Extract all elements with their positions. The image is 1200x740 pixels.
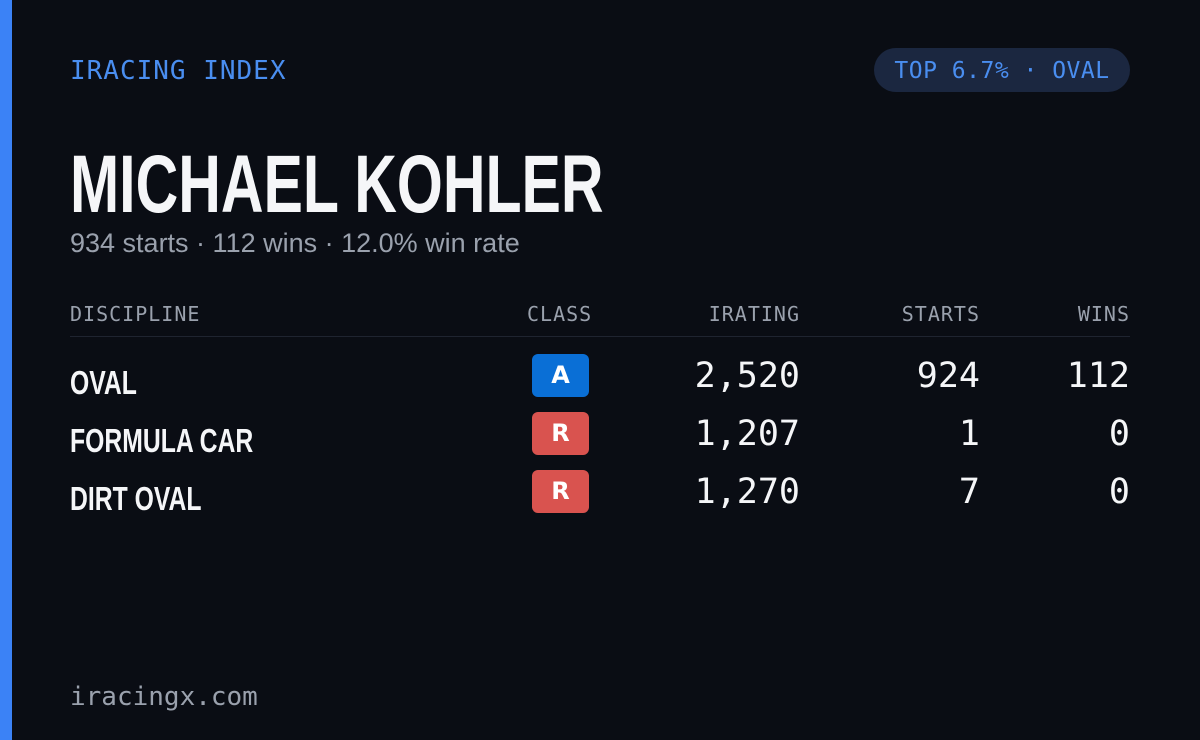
class-badge: R: [532, 412, 589, 455]
column-header: CLASS: [527, 302, 593, 326]
column-header: STARTS: [901, 302, 980, 326]
column-header: IRATING: [708, 302, 800, 326]
stat-value: 1,270: [694, 472, 800, 512]
stat-value: 2,520: [694, 356, 800, 396]
stat-value: 0: [1108, 472, 1130, 512]
driver-name: MICHAEL KOHLER: [70, 139, 604, 230]
stat-value: 1,207: [694, 414, 800, 454]
class-badge: R: [532, 470, 589, 513]
column-header: DISCIPLINE: [70, 302, 201, 326]
driver-summary: 934 starts · 112 wins · 12.0% win rate: [70, 228, 520, 258]
column-header: WINS: [1077, 302, 1130, 326]
brand: IRACING INDEX: [70, 56, 287, 86]
discipline: FORMULA CAR: [70, 422, 254, 459]
stat-value: 1: [958, 414, 980, 454]
discipline: OVAL: [70, 364, 137, 401]
footer-site: iracingx.com: [70, 682, 258, 712]
stat-value: 0: [1108, 414, 1130, 454]
discipline: DIRT OVAL: [70, 480, 202, 517]
stat-value: 924: [916, 356, 980, 396]
rank-badge: TOP 6.7% · OVAL: [874, 48, 1130, 92]
accent-stripe: [0, 0, 12, 740]
stat-value: 7: [958, 472, 980, 512]
header-rule: [70, 336, 1130, 337]
class-badge: A: [532, 354, 589, 397]
stat-value: 112: [1066, 356, 1130, 396]
